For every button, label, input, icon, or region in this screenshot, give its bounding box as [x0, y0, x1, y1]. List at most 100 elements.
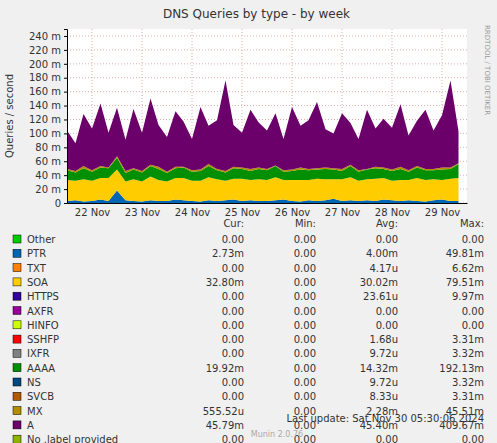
y-tick-mark — [64, 50, 67, 51]
legend-stat: 9.97m — [452, 291, 484, 302]
legend-stat: 0.00 — [222, 291, 244, 302]
grid — [67, 29, 467, 203]
x-tick: 25 Nov — [225, 203, 261, 218]
x-tick: 22 Nov — [75, 203, 111, 218]
legend-stat: 192.13m — [439, 363, 484, 374]
legend-stat: 0.00 — [222, 334, 244, 345]
legend-label: No .label provided — [27, 434, 118, 443]
legend-stat: 0.00 — [294, 320, 316, 331]
x-tick: 23 Nov — [125, 203, 161, 218]
legend-header: Cur: — [223, 218, 244, 229]
legend-label: MX — [27, 406, 43, 417]
legend-stat: 0.00 — [222, 391, 244, 402]
legend-stat: 0.00 — [294, 263, 316, 274]
legend-stat: 0.00 — [376, 434, 398, 443]
x-axis: 22 Nov23 Nov24 Nov25 Nov26 Nov27 Nov28 N… — [68, 203, 468, 218]
legend-stat: 3.32m — [452, 377, 484, 388]
legend-swatch — [13, 335, 21, 343]
legend-label: SOA — [27, 277, 48, 288]
legend-stat: 32.80m — [206, 277, 244, 288]
legend-stat: 0.00 — [294, 377, 316, 388]
y-tick-mark — [64, 133, 67, 134]
y-tick-label: 200 m — [29, 59, 61, 70]
legend-stat: 0.00 — [294, 234, 316, 245]
y-tick: 0 — [55, 198, 67, 209]
title: DNS Queries by type - by week — [163, 7, 350, 21]
y-axis-title: Queries / second — [4, 74, 15, 158]
legend-stat: 2.73m — [212, 248, 244, 259]
legend-swatch — [13, 421, 21, 429]
chart-root: 020 m40 m60 m80 m100 m120 m140 m160 m180… — [0, 0, 497, 443]
y-tick: 140 m — [29, 100, 67, 111]
legend-swatch — [13, 321, 21, 329]
legend-stat: 1.68u — [369, 334, 398, 345]
legend-label: HINFO — [27, 320, 59, 331]
legend-stat: 0.00 — [462, 306, 484, 317]
y-grid-line — [67, 105, 467, 106]
legend-stat: 4.00m — [366, 248, 398, 259]
y-grid-line — [67, 91, 467, 92]
legend-label: IXFR — [27, 348, 50, 359]
legend-swatch — [13, 264, 21, 272]
legend-stat: 0.00 — [294, 348, 316, 359]
background — [0, 0, 497, 443]
y-grid-line — [67, 49, 467, 50]
legend-stat: 0.00 — [294, 306, 316, 317]
legend-swatch — [13, 378, 21, 386]
legend-label: A — [27, 420, 34, 431]
legend-stat: 555.52u — [203, 406, 244, 417]
legend-stat: 0.00 — [222, 320, 244, 331]
x-tick-label: 27 Nov — [325, 207, 361, 218]
area — [67, 81, 459, 172]
y-tick-mark — [64, 92, 67, 93]
y-tick-label: 60 m — [35, 156, 61, 167]
legend-swatch — [13, 249, 21, 257]
y-axis-line — [64, 30, 68, 204]
y-axis: 020 m40 m60 m80 m100 m120 m140 m160 m180… — [29, 30, 68, 209]
y-tick-label: 220 m — [29, 45, 61, 56]
legend-stat: 0.00 — [376, 234, 398, 245]
x-tick: 28 Nov — [375, 203, 411, 218]
legend-label: SVCB — [27, 391, 54, 402]
legend-label: TXT — [26, 263, 47, 274]
legend-label: HTTPS — [27, 291, 59, 302]
series-group — [67, 81, 459, 203]
legend-swatch — [13, 392, 21, 400]
legend-stat: 19.92m — [206, 363, 244, 374]
legend-swatch — [13, 292, 21, 300]
y-tick-mark — [64, 119, 67, 120]
x-tick: 24 Nov — [175, 203, 211, 218]
legend-label: Other — [27, 234, 56, 245]
legend-label: SSHFP — [27, 334, 59, 345]
y-grid-line — [67, 35, 467, 36]
legend-stat: 0.00 — [294, 277, 316, 288]
y-tick: 60 m — [35, 156, 67, 167]
y-tick-label: 80 m — [35, 142, 61, 153]
y-tick-label: 240 m — [29, 31, 61, 42]
y-tick-mark — [64, 78, 67, 79]
y-tick-label: 160 m — [29, 86, 61, 97]
legend-stat: 9.72u — [369, 348, 398, 359]
y-tick-mark — [64, 36, 67, 37]
legend-stat: 0.00 — [294, 291, 316, 302]
legend-stat: 23.61u — [363, 291, 398, 302]
legend-stat: 30.02m — [360, 277, 398, 288]
y-tick: 200 m — [29, 59, 67, 70]
legend-stat: 0.00 — [294, 391, 316, 402]
y-grid-line — [67, 77, 467, 78]
y-tick-mark — [64, 203, 67, 204]
legend-swatch — [13, 435, 21, 443]
legend-stat: 45.79m — [206, 420, 244, 431]
legend-swatch — [13, 235, 21, 243]
y-tick: 240 m — [29, 31, 67, 42]
x-tick: 27 Nov — [325, 203, 361, 218]
legend-stat: 0.00 — [294, 334, 316, 345]
y-tick: 80 m — [35, 142, 67, 153]
x-tick: 29 Nov — [425, 203, 461, 218]
y-tick-mark — [64, 64, 67, 65]
x-tick-label: 24 Nov — [175, 207, 211, 218]
area — [67, 81, 459, 144]
legend-stat: 8.33u — [369, 391, 398, 402]
legend-stat: 0.00 — [222, 348, 244, 359]
legend-stat: 79.51m — [446, 277, 484, 288]
